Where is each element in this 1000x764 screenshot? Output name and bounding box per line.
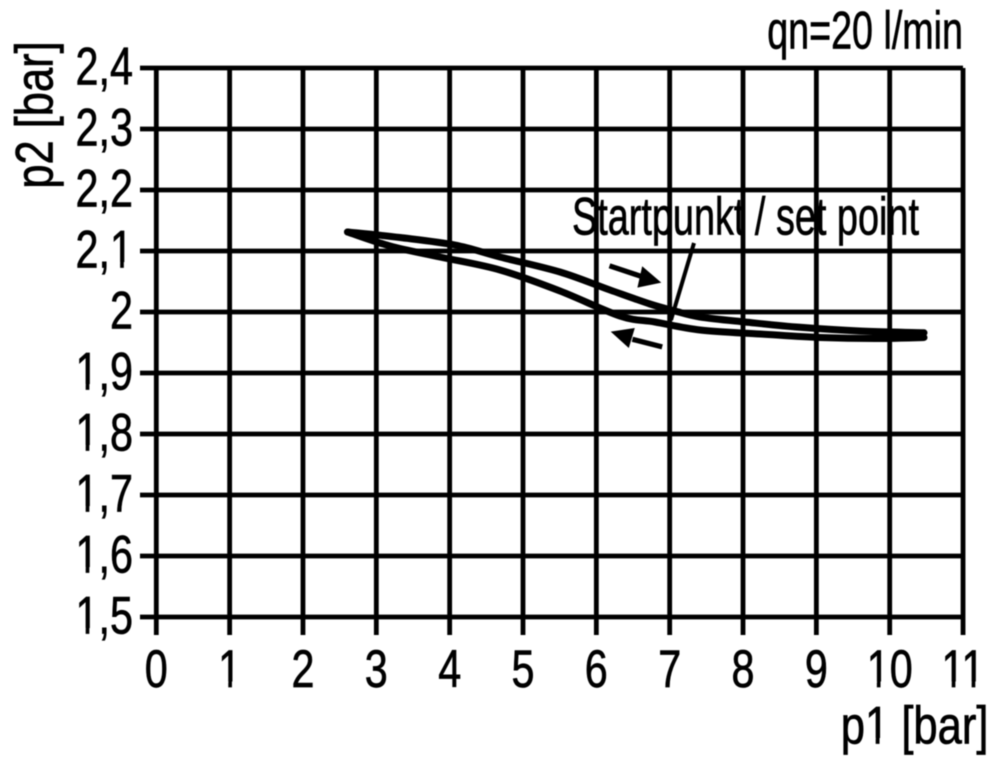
svg-text:1,9: 1,9: [76, 343, 133, 402]
svg-text:5: 5: [512, 640, 535, 699]
svg-text:1: 1: [218, 640, 241, 699]
svg-text:2,3: 2,3: [76, 99, 133, 158]
svg-text:Startpunkt / set point: Startpunkt / set point: [572, 186, 919, 246]
svg-text:1,8: 1,8: [76, 404, 133, 463]
svg-text:7: 7: [658, 640, 681, 699]
svg-text:1,5: 1,5: [76, 587, 133, 646]
svg-text:0: 0: [145, 640, 168, 699]
svg-text:10: 10: [867, 640, 913, 699]
svg-text:3: 3: [365, 640, 388, 699]
svg-text:p2 [bar]: p2 [bar]: [6, 41, 65, 188]
svg-text:4: 4: [438, 640, 461, 699]
svg-text:2,1: 2,1: [76, 221, 133, 280]
svg-text:1,6: 1,6: [76, 526, 133, 585]
svg-text:8: 8: [732, 640, 755, 699]
svg-text:2: 2: [110, 282, 133, 341]
svg-text:9: 9: [805, 640, 828, 699]
svg-text:6: 6: [585, 640, 608, 699]
svg-text:2,4: 2,4: [76, 38, 133, 97]
svg-text:2: 2: [292, 640, 315, 699]
svg-text:1,7: 1,7: [76, 465, 133, 524]
svg-text:qn=20 l/min: qn=20 l/min: [767, 0, 963, 60]
svg-text:p1 [bar]: p1 [bar]: [841, 697, 989, 756]
svg-text:2,2: 2,2: [76, 160, 133, 219]
svg-text:11: 11: [942, 640, 985, 699]
